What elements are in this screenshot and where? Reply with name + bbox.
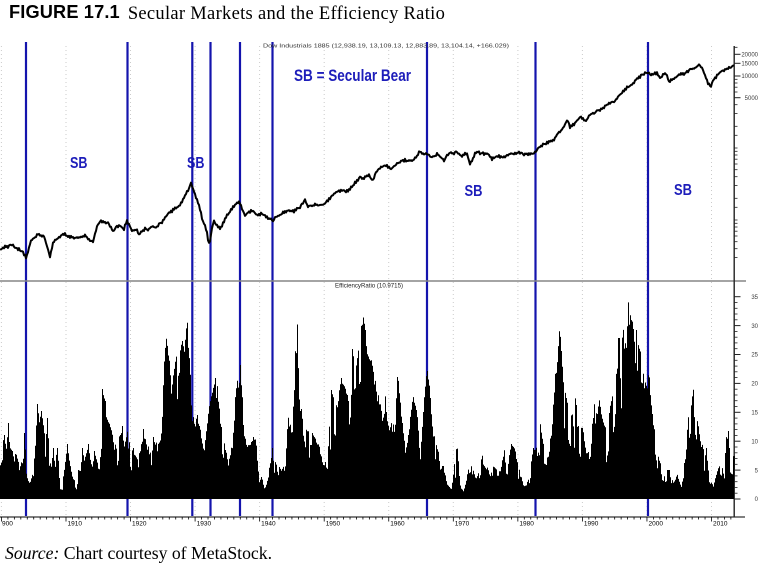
svg-text:1920: 1920	[132, 521, 147, 528]
svg-text:5: 5	[755, 468, 759, 474]
svg-text:30: 30	[751, 324, 758, 330]
svg-text:0: 0	[755, 497, 759, 503]
svg-text:1960: 1960	[390, 521, 405, 528]
svg-text:10000: 10000	[741, 74, 758, 80]
svg-text:20000: 20000	[741, 53, 758, 59]
svg-text:1940: 1940	[261, 521, 276, 528]
svg-text:5000: 5000	[745, 96, 759, 102]
svg-text:1990: 1990	[584, 521, 599, 528]
svg-text:SB: SB	[70, 155, 88, 172]
svg-text:EfficiencyRatio (10.9715): EfficiencyRatio (10.9715)	[335, 283, 403, 290]
svg-text:1910: 1910	[68, 521, 83, 528]
svg-text:20: 20	[751, 382, 758, 388]
svg-text:1950: 1950	[326, 521, 341, 528]
svg-text:15000: 15000	[741, 62, 758, 68]
svg-text:SB: SB	[187, 155, 205, 172]
svg-text:SB: SB	[674, 182, 692, 199]
svg-text:15: 15	[751, 411, 758, 417]
svg-text:900: 900	[2, 521, 13, 528]
svg-text:2000: 2000	[649, 521, 664, 528]
svg-text:35: 35	[751, 295, 758, 301]
svg-text:1970: 1970	[455, 521, 470, 528]
svg-text:Dow Industrials 1885 (12,938.1: Dow Industrials 1885 (12,938.19, 13,109.…	[263, 44, 509, 50]
svg-text:10: 10	[751, 439, 758, 445]
svg-text:1930: 1930	[197, 521, 212, 528]
svg-text:SB = Secular Bear: SB = Secular Bear	[294, 66, 411, 85]
svg-text:1980: 1980	[519, 521, 534, 528]
svg-text:25: 25	[751, 353, 758, 359]
svg-text:2010: 2010	[713, 521, 728, 528]
svg-text:SB: SB	[465, 183, 483, 200]
